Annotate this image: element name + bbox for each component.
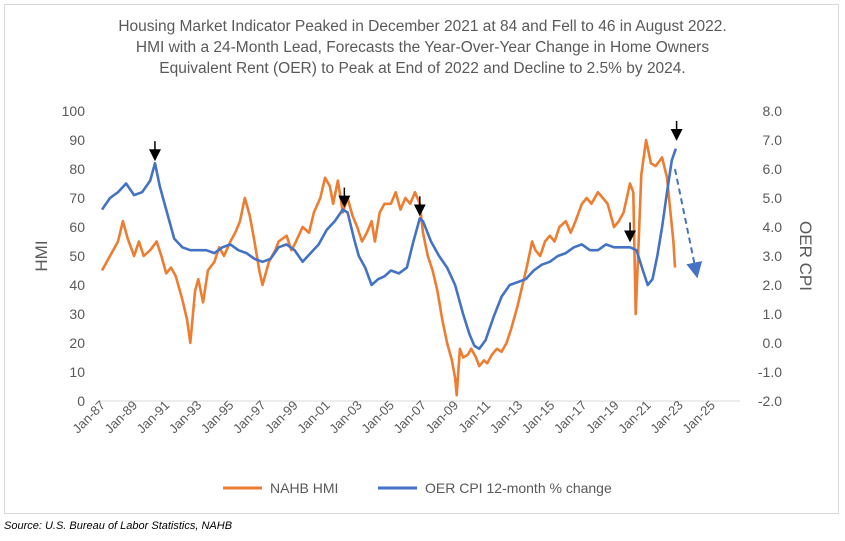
y-left-tick-label: 10 [69,364,85,380]
x-tick-label: Jan-15 [519,398,558,437]
y-left-tick-label: 20 [69,335,85,351]
x-tick-label: Jan-99 [262,398,301,437]
y-right-tick-label: -1.0 [758,364,782,380]
y-left-tick-label: 60 [69,219,85,235]
x-tick-label: Jan-05 [358,398,397,437]
forecast-dashed-arrow [674,168,703,279]
legend: NAHB HMI OER CPI 12-month % change [223,480,612,496]
y-right-tick-label: 4.0 [763,219,783,235]
source-note: Source: U.S. Bureau of Labor Statistics,… [4,520,233,532]
title-line-3: Equivalent Rent (OER) to Peak at End of … [159,60,686,77]
x-tick-label: Jan-13 [487,398,526,437]
series-line-oer [100,148,678,351]
x-tick-label: Jan-91 [134,398,173,437]
y-right-tick-label: 6.0 [763,161,783,177]
x-tick-label: Jan-25 [679,398,718,437]
x-tick-label: Jan-11 [455,398,493,436]
y-right-tick-label: 7.0 [763,132,783,148]
x-tick-label: Jan-17 [551,398,590,437]
y-right-tick-label: 1.0 [763,306,783,322]
y-left-tick-label: 50 [69,248,85,264]
x-tick-label: Jan-07 [390,398,429,437]
x-tick-label: Jan-93 [166,398,205,437]
y-right-tick-label: 5.0 [763,190,783,206]
x-tick-label: Jan-03 [326,398,365,437]
series-line-hmi [100,138,677,397]
x-tick-label: Jan-89 [102,398,141,437]
y-right-tick-label: 8.0 [763,103,783,119]
y-left-axis-title: HMI [32,240,51,271]
y-right-tick-label: 3.0 [763,248,783,264]
y-right-tick-label: 2.0 [763,277,783,293]
y-left-tick-label: 100 [62,103,86,119]
x-tick-label: Jan-01 [294,398,333,437]
title-line-1: Housing Market Indicator Peaked in Decem… [118,18,727,35]
legend-label-hmi: NAHB HMI [270,480,338,496]
chart-frame [4,4,839,514]
legend-label-oer: OER CPI 12-month % change [425,480,612,496]
annotation-layer [148,120,703,279]
x-tick-label: Jan-87 [69,398,108,437]
axis-layer: 0 10 20 30 40 50 60 70 80 90 100 -2.0 -1.0 0.0 1.0 2.0 3… [32,103,815,436]
y-right-axis-title: OER CPI [796,221,815,291]
x-tick-label: Jan-97 [230,398,269,437]
y-left-tick-label: 0 [77,393,85,409]
x-tick-label: Jan-09 [423,398,462,437]
y-left-tick-label: 70 [69,190,85,206]
y-left-tick-label: 40 [69,277,85,293]
title-line-2: HMI with a 24-Month Lead, Forecasts the … [135,39,710,56]
series-layer [100,138,678,397]
y-right-tick-label: 0.0 [763,335,783,351]
y-right-tick-label: -2.0 [758,393,782,409]
y-left-tick-label: 80 [69,161,85,177]
chart-title: Housing Market Indicator Peaked in Decem… [0,16,845,79]
y-left-tick-label: 90 [69,132,85,148]
x-tick-label: Jan-95 [198,398,237,437]
x-tick-label: Jan-23 [647,398,686,437]
x-tick-label: Jan-21 [615,398,654,437]
y-left-tick-label: 30 [69,306,85,322]
x-tick-label: Jan-19 [583,398,622,437]
